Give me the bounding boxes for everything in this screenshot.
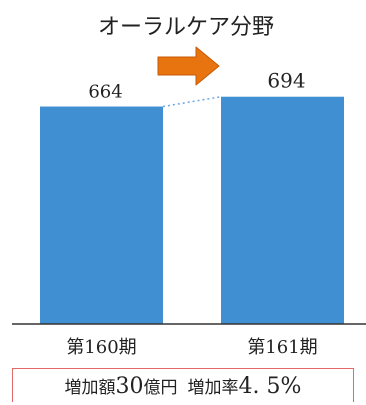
- increase-rate: 増加率 4. 5%: [188, 373, 302, 399]
- increase-rate-label: 増加率: [187, 377, 239, 398]
- bar-1: [40, 106, 163, 324]
- increase-amount-label: 増加額: [64, 377, 116, 398]
- category-label-2: 第161期: [247, 337, 317, 358]
- data-label-2: 694: [267, 69, 305, 93]
- increase-amount-value: 30: [115, 373, 144, 399]
- increase-rate-value: 4. 5%: [238, 373, 302, 399]
- chart-marks: 664 第160期 694 第161期: [12, 69, 366, 358]
- increase-amount-unit: 億円: [143, 377, 178, 398]
- summary-box: 増加額 30 億円 増加率 4. 5%: [12, 368, 354, 402]
- bar-2: [221, 96, 344, 324]
- data-label-1: 664: [88, 82, 122, 103]
- category-label-1: 第160期: [66, 337, 136, 358]
- arrow-layer: [157, 46, 220, 86]
- increase-arrow: [157, 46, 220, 86]
- increase-amount: 増加額 30 億円: [65, 373, 178, 399]
- chart-title: オーラルケア分野: [98, 15, 274, 40]
- connector-dotted-line: [162, 95, 222, 108]
